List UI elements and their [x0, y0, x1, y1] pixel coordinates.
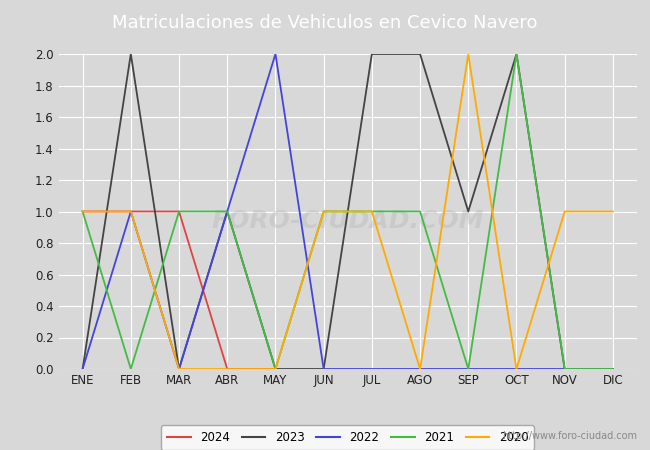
Text: FORO-CIUDAD.COM: FORO-CIUDAD.COM [211, 209, 484, 233]
Text: Matriculaciones de Vehiculos en Cevico Navero: Matriculaciones de Vehiculos en Cevico N… [112, 14, 538, 32]
Legend: 2024, 2023, 2022, 2021, 2020: 2024, 2023, 2022, 2021, 2020 [161, 425, 534, 450]
Text: http://www.foro-ciudad.com: http://www.foro-ciudad.com [502, 431, 637, 441]
